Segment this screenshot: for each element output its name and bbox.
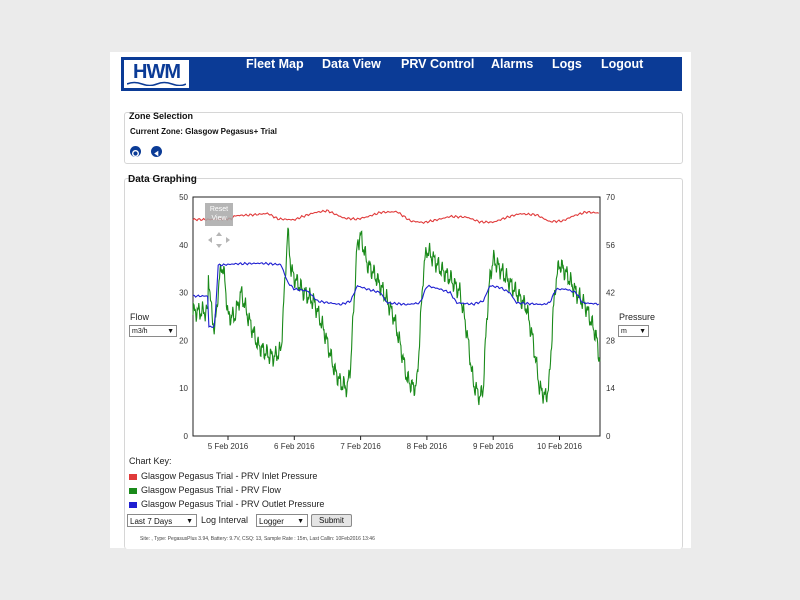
chevron-down-icon: ▼	[167, 328, 174, 335]
log-interval-label: Log Interval	[201, 515, 249, 525]
current-zone-label: Current Zone: Glasgow Pegasus+ Trial	[130, 127, 277, 136]
home-zone-button[interactable]	[130, 146, 141, 157]
pressure-unit-value: m	[621, 328, 627, 335]
chevron-down-icon: ▼	[639, 328, 646, 335]
legend-swatch	[129, 487, 137, 494]
log-interval-value: Logger	[259, 517, 284, 526]
legend-swatch	[129, 473, 137, 480]
legend-swatch	[129, 501, 137, 508]
nav-logs[interactable]: Logs	[552, 57, 582, 71]
logo-wave-icon	[127, 81, 186, 86]
logo-text: HWM	[133, 61, 181, 83]
legend-item-flow: Glasgow Pegasus Trial - PRV Flow	[129, 484, 281, 496]
legend-label: Glasgow Pegasus Trial - PRV Inlet Pressu…	[141, 471, 318, 481]
submit-button[interactable]: Submit	[311, 514, 352, 527]
flow-unit-select[interactable]: m3/h ▼	[129, 325, 177, 337]
circle-icon	[132, 150, 139, 157]
pressure-unit-select[interactable]: m ▼	[618, 325, 649, 337]
zone-selection-title: Zone Selection	[129, 111, 194, 121]
flow-axis-label: Flow	[130, 312, 150, 322]
nav-alarms[interactable]: Alarms	[491, 57, 534, 71]
legend-label: Glasgow Pegasus Trial - PRV Flow	[141, 485, 281, 495]
device-status-line: Site: , Type: PegasusPlus 3.94, Battery:…	[140, 536, 375, 542]
top-navigation-bar	[121, 57, 682, 91]
chevron-down-icon: ▼	[186, 518, 193, 525]
nav-prv-control[interactable]: PRV Control	[401, 57, 475, 71]
flow-unit-value: m3/h	[132, 328, 148, 335]
chevron-down-icon: ▼	[297, 518, 304, 525]
chart-key-title: Chart Key:	[129, 456, 172, 466]
period-value: Last 7 Days	[130, 517, 173, 526]
hwm-logo[interactable]: HWM	[123, 59, 190, 89]
legend-label: Glasgow Pegasus Trial - PRV Outlet Press…	[141, 499, 325, 509]
previous-zone-button[interactable]	[151, 146, 162, 157]
period-select[interactable]: Last 7 Days ▼	[127, 514, 197, 527]
data-graphing-title: Data Graphing	[128, 174, 197, 185]
legend-item-inlet-pressure: Glasgow Pegasus Trial - PRV Inlet Pressu…	[129, 470, 317, 482]
zone-selection-panel	[124, 112, 683, 164]
nav-logout[interactable]: Logout	[601, 57, 644, 71]
back-arrow-icon	[154, 150, 159, 157]
pressure-axis-label: Pressure	[619, 312, 656, 322]
nav-data-view[interactable]: Data View	[322, 57, 381, 71]
legend-item-outlet-pressure: Glasgow Pegasus Trial - PRV Outlet Press…	[129, 498, 324, 510]
log-interval-select[interactable]: Logger ▼	[256, 514, 308, 527]
nav-fleet-map[interactable]: Fleet Map	[246, 57, 304, 71]
